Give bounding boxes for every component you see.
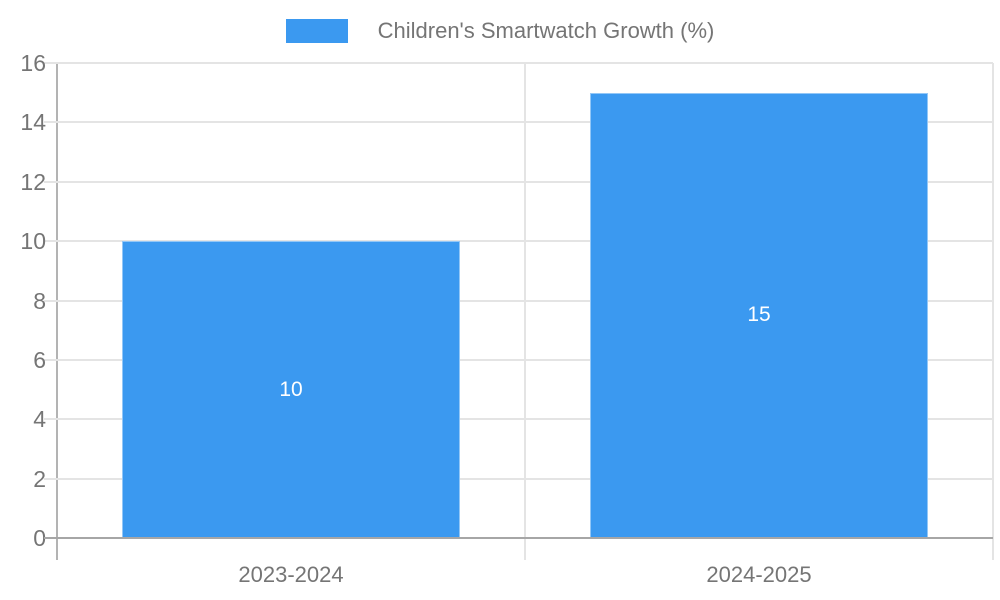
gridline-y10 [57, 240, 993, 243]
y-axis-line [56, 63, 58, 560]
gridline-y14 [57, 121, 993, 124]
bar-value-label: 15 [747, 303, 771, 327]
x-axis-baseline [44, 537, 993, 539]
y-tick-label: 14 [20, 109, 46, 136]
y-tick-label: 0 [33, 525, 46, 551]
y-tick-label: 4 [33, 406, 46, 433]
y-tick-mark [44, 121, 57, 124]
y-tick-label: 10 [20, 228, 46, 255]
y-tick-label: 6 [33, 346, 46, 373]
chart-legend: Children's Smartwatch Growth (%) [0, 18, 1000, 44]
gridline-y6 [57, 358, 993, 361]
gridline-y12 [57, 180, 993, 183]
y-tick-mark [44, 358, 57, 361]
legend-series-label: Children's Smartwatch Growth (%) [377, 18, 715, 43]
y-tick-label: 8 [33, 287, 46, 314]
y-tick-mark [44, 477, 57, 480]
y-tick-label: 16 [20, 50, 46, 76]
bar-value-label: 10 [279, 377, 303, 401]
gridline-y2 [57, 477, 993, 480]
bar-2023-2024[interactable]: 10 [122, 241, 460, 538]
y-tick-mark [44, 62, 57, 64]
gridline-y8 [57, 299, 993, 302]
y-tick-mark [44, 418, 57, 421]
y-tick-label: 2 [33, 465, 46, 492]
y-tick-mark [44, 180, 57, 183]
x-axis-label-2023-2024: 2023-2024 [238, 562, 344, 587]
x-axis-label-2024-2025: 2024-2025 [706, 562, 812, 587]
legend-swatch [285, 19, 348, 43]
plot-right-border-line [992, 63, 994, 560]
y-tick-mark [44, 240, 57, 243]
bar-2024-2025[interactable]: 15 [590, 92, 928, 538]
y-tick-label: 12 [20, 168, 46, 195]
category-divider-gridline [524, 63, 526, 560]
gridline-y16 [57, 62, 993, 64]
y-tick-mark [44, 299, 57, 302]
gridline-y4 [57, 418, 993, 421]
